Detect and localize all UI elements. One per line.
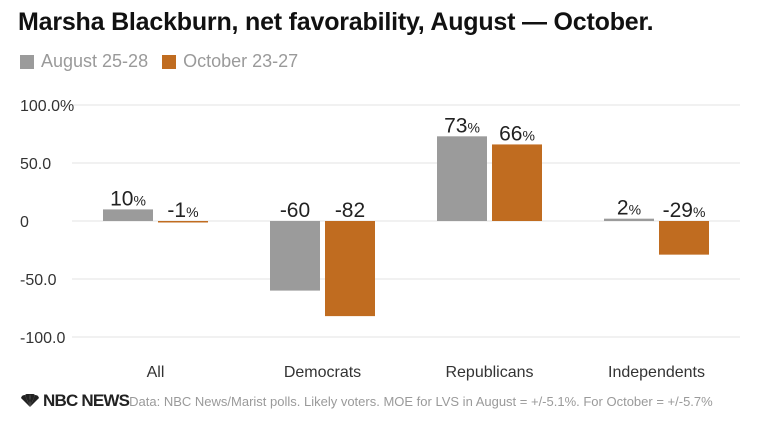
x-tick-label: Democrats: [284, 364, 361, 381]
y-tick-label: -100.0: [20, 330, 65, 347]
y-tick-label: 100.0%: [20, 98, 74, 115]
legend-swatch-october: [162, 54, 177, 69]
legend: August 25-28 October 23-27: [20, 51, 312, 72]
bar: [604, 218, 654, 221]
data-label: -1%: [167, 199, 198, 222]
data-label: 10%: [110, 187, 146, 210]
y-tick-label: 0: [20, 214, 29, 231]
legend-label-october: October 23-27: [183, 51, 299, 71]
bar: [659, 221, 709, 255]
y-tick-label: -50.0: [20, 272, 57, 289]
x-tick-label: All: [147, 364, 165, 381]
data-label: 2%: [617, 197, 641, 220]
bar: [325, 221, 375, 317]
data-label: -60: [280, 199, 310, 222]
bar: [270, 221, 320, 291]
footer: NBC NEWS Data: NBC News/Marist polls. Li…: [20, 391, 713, 411]
legend-label-august: August 25-28: [41, 51, 149, 71]
chart-title: Marsha Blackburn, net favorability, Augu…: [18, 8, 654, 36]
x-tick-label: Republicans: [445, 364, 533, 381]
legend-swatch-august: [20, 54, 34, 69]
peacock-icon: [21, 394, 39, 407]
data-label: -82: [335, 199, 365, 222]
data-label: 66%: [499, 122, 535, 145]
data-label: -29%: [663, 199, 706, 222]
logo-text: NBC NEWS: [43, 391, 130, 410]
bar: [158, 221, 208, 223]
bar: [103, 209, 153, 221]
legend-item-august: August 25-28: [20, 51, 148, 72]
data-label: 73%: [444, 114, 480, 137]
y-tick-label: 50.0: [20, 156, 51, 173]
legend-item-october: October 23-27: [162, 51, 298, 72]
source-note: Data: NBC News/Marist polls. Likely vote…: [129, 393, 713, 409]
bar: [492, 144, 542, 221]
bar: [437, 136, 487, 221]
x-tick-label: Independents: [608, 364, 705, 381]
nbc-news-logo: NBC NEWS: [20, 391, 130, 411]
